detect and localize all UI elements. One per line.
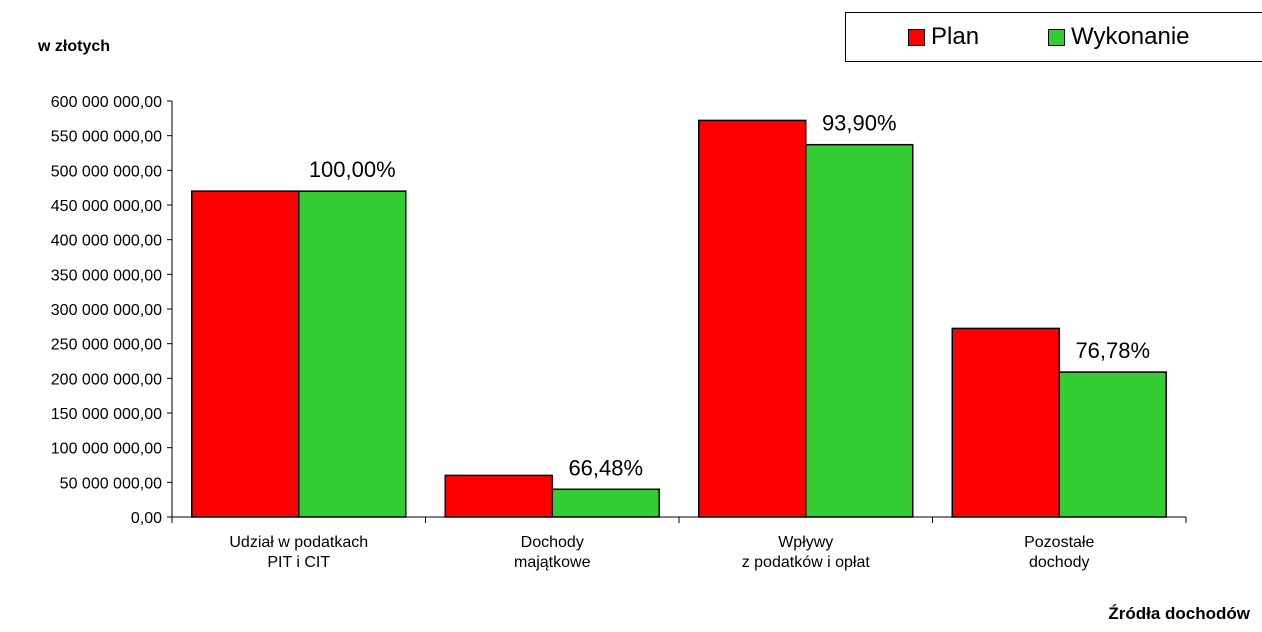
legend-swatch-wykonanie <box>1048 28 1065 46</box>
y-tick-label: 550 000 000,00 <box>51 129 162 146</box>
x-axis-title: Źródła dochodów <box>1108 604 1250 623</box>
y-tick-label: 0,00 <box>131 510 162 527</box>
bar-plan-2 <box>698 119 807 518</box>
x-tick-label: Dochody majątkowe <box>514 534 591 571</box>
data-label: 93,90% <box>822 111 897 136</box>
bar-wykonanie-0 <box>298 190 407 518</box>
bar-wykonanie-3 <box>1058 371 1167 518</box>
data-label: 76,78% <box>1075 338 1150 363</box>
bar-wykonanie-2 <box>805 143 914 518</box>
chart-legend: Plan Wykonanie <box>845 12 1262 62</box>
bar-plan-0 <box>191 190 300 518</box>
y-tick-label: 600 000 000,00 <box>51 94 162 111</box>
y-axis-title: w złotych <box>38 38 111 55</box>
bar-plan-1 <box>444 474 553 518</box>
y-tick-label: 350 000 000,00 <box>51 267 162 284</box>
legend-item-plan: Plan <box>908 23 979 51</box>
y-tick-label: 100 000 000,00 <box>51 441 162 458</box>
y-tick-label: 50 000 000,00 <box>60 475 162 492</box>
x-tick-label: Pozostałe dochody <box>1024 534 1094 571</box>
y-tick-label: 450 000 000,00 <box>51 198 162 215</box>
y-tick-label: 200 000 000,00 <box>51 371 162 388</box>
x-tick-label: Wpływy z podatków i opłat <box>742 534 871 571</box>
y-tick-label: 500 000 000,00 <box>51 163 162 180</box>
y-tick-label: 250 000 000,00 <box>51 337 162 354</box>
legend-item-wykonanie: Wykonanie <box>1048 23 1190 51</box>
y-tick-label: 150 000 000,00 <box>51 406 162 423</box>
y-tick-label: 400 000 000,00 <box>51 233 162 250</box>
legend-label-wykonanie: Wykonanie <box>1071 23 1190 50</box>
data-label: 100,00% <box>309 157 396 182</box>
bar-plan-3 <box>951 327 1060 518</box>
legend-label-plan: Plan <box>931 23 980 50</box>
data-label: 66,48% <box>568 455 643 480</box>
legend-swatch-plan <box>908 28 925 46</box>
x-tick-label: Udział w podatkach PIT i CIT <box>229 534 368 571</box>
y-tick-label: 300 000 000,00 <box>51 302 162 319</box>
bar-wykonanie-1 <box>551 488 660 518</box>
